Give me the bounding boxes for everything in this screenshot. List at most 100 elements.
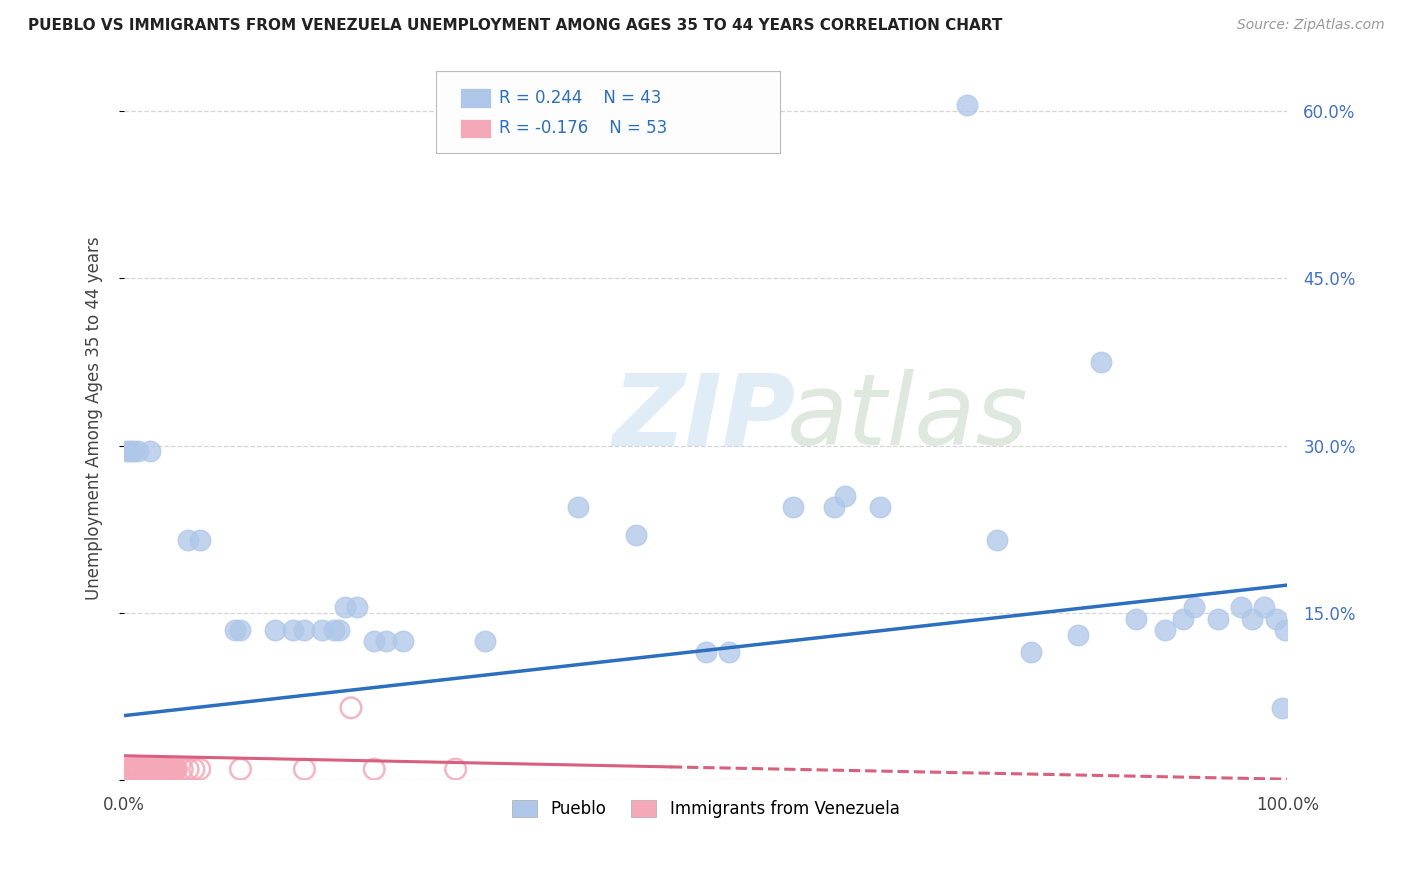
Point bbox=[1090, 355, 1112, 369]
Point bbox=[160, 762, 183, 776]
Point bbox=[157, 762, 180, 776]
Point bbox=[141, 762, 163, 776]
Point bbox=[138, 444, 160, 458]
Point bbox=[311, 623, 333, 637]
Point bbox=[823, 500, 845, 514]
Point bbox=[695, 645, 717, 659]
Point bbox=[294, 623, 316, 637]
Point bbox=[346, 600, 368, 615]
Point bbox=[166, 762, 188, 776]
Point bbox=[138, 762, 160, 776]
Point bbox=[142, 762, 165, 776]
Point bbox=[956, 98, 979, 112]
Point bbox=[229, 762, 252, 776]
Point bbox=[264, 623, 287, 637]
Point bbox=[1241, 611, 1264, 625]
Legend: Pueblo, Immigrants from Venezuela: Pueblo, Immigrants from Venezuela bbox=[503, 791, 908, 826]
Point bbox=[132, 762, 155, 776]
Point bbox=[136, 762, 159, 776]
Point bbox=[624, 528, 647, 542]
Point bbox=[363, 762, 385, 776]
Point bbox=[1154, 623, 1177, 637]
Point bbox=[159, 762, 181, 776]
Point bbox=[177, 533, 200, 548]
Point bbox=[782, 500, 804, 514]
Point bbox=[172, 762, 194, 776]
Point bbox=[444, 762, 467, 776]
Point bbox=[294, 762, 316, 776]
Text: R = 0.244    N = 43: R = 0.244 N = 43 bbox=[499, 89, 661, 107]
Text: atlas: atlas bbox=[787, 369, 1029, 467]
Point bbox=[143, 762, 166, 776]
Text: R = -0.176    N = 53: R = -0.176 N = 53 bbox=[499, 120, 668, 137]
Point bbox=[869, 500, 891, 514]
Text: PUEBLO VS IMMIGRANTS FROM VENEZUELA UNEMPLOYMENT AMONG AGES 35 TO 44 YEARS CORRE: PUEBLO VS IMMIGRANTS FROM VENEZUELA UNEM… bbox=[28, 18, 1002, 33]
Point bbox=[129, 762, 152, 776]
Point bbox=[363, 633, 385, 648]
Point bbox=[152, 762, 174, 776]
Point bbox=[120, 762, 142, 776]
Point bbox=[1171, 611, 1194, 625]
Point bbox=[149, 762, 172, 776]
Point bbox=[131, 762, 153, 776]
Point bbox=[1253, 600, 1275, 615]
Point bbox=[155, 762, 177, 776]
Point bbox=[281, 623, 304, 637]
Point bbox=[118, 762, 141, 776]
Point bbox=[1230, 600, 1253, 615]
Point bbox=[1206, 611, 1229, 625]
Point bbox=[152, 762, 174, 776]
Point bbox=[1270, 700, 1292, 714]
Point bbox=[229, 623, 252, 637]
Point bbox=[148, 762, 170, 776]
Point bbox=[139, 762, 162, 776]
Point bbox=[374, 633, 396, 648]
Point bbox=[1182, 600, 1205, 615]
Point bbox=[118, 762, 141, 776]
Point bbox=[134, 762, 156, 776]
Point bbox=[177, 762, 200, 776]
Point bbox=[153, 762, 176, 776]
Point bbox=[165, 762, 187, 776]
Point bbox=[333, 600, 356, 615]
Text: ZIP: ZIP bbox=[613, 369, 796, 467]
Point bbox=[125, 762, 148, 776]
Point bbox=[145, 762, 167, 776]
Point bbox=[834, 489, 856, 503]
Point bbox=[162, 762, 184, 776]
Point bbox=[146, 762, 169, 776]
Point bbox=[188, 762, 211, 776]
Point bbox=[1274, 623, 1296, 637]
Point bbox=[1021, 645, 1043, 659]
Point bbox=[1125, 611, 1147, 625]
Point bbox=[135, 762, 157, 776]
Point bbox=[138, 762, 160, 776]
Point bbox=[718, 645, 741, 659]
Point bbox=[159, 762, 181, 776]
Point bbox=[128, 762, 150, 776]
Point bbox=[122, 444, 145, 458]
Point bbox=[122, 762, 145, 776]
Point bbox=[1067, 628, 1090, 642]
Point bbox=[392, 633, 415, 648]
Point bbox=[986, 533, 1008, 548]
Point bbox=[156, 762, 179, 776]
Point bbox=[132, 762, 155, 776]
Point bbox=[118, 444, 141, 458]
Point bbox=[322, 623, 344, 637]
Point bbox=[340, 700, 363, 714]
Point bbox=[224, 623, 246, 637]
Point bbox=[474, 633, 496, 648]
Point bbox=[124, 762, 146, 776]
Point bbox=[127, 762, 149, 776]
Point bbox=[121, 762, 143, 776]
Point bbox=[145, 762, 167, 776]
Point bbox=[115, 444, 138, 458]
Point bbox=[163, 762, 186, 776]
Point bbox=[183, 762, 205, 776]
Point bbox=[127, 444, 149, 458]
Y-axis label: Unemployment Among Ages 35 to 44 years: Unemployment Among Ages 35 to 44 years bbox=[86, 235, 103, 599]
Point bbox=[117, 762, 139, 776]
Point bbox=[188, 533, 211, 548]
Point bbox=[150, 762, 173, 776]
